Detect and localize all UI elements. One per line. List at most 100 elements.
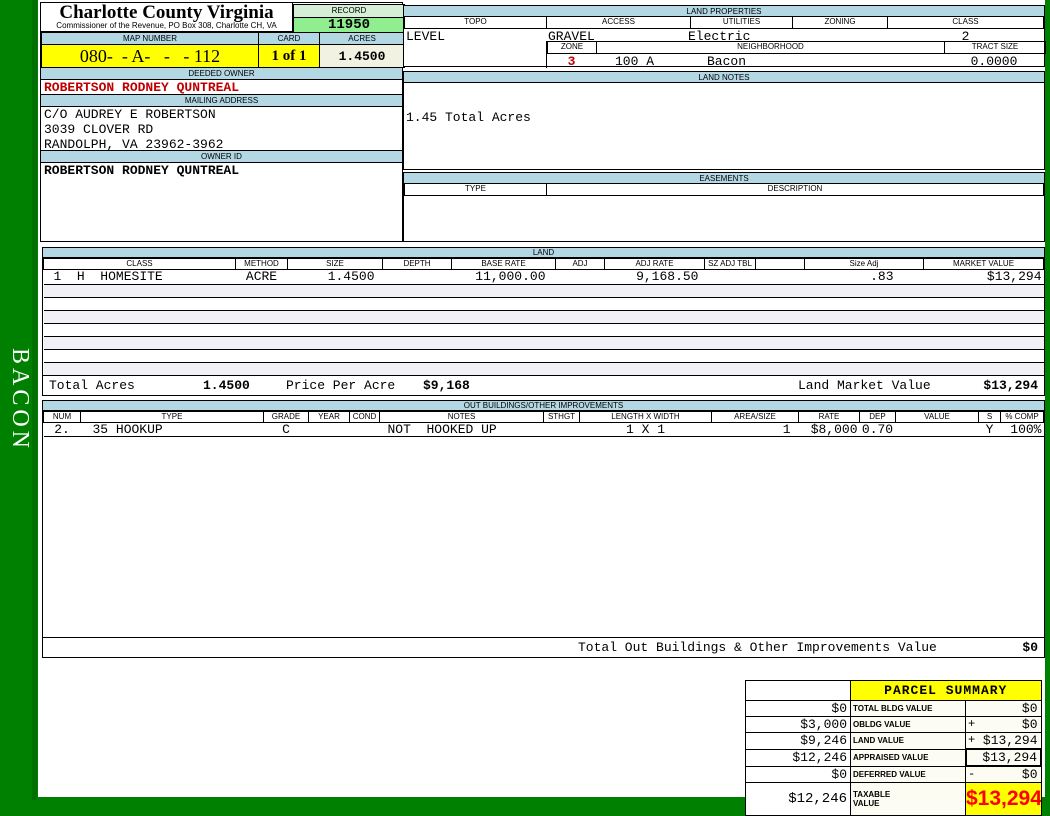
out-building-row: 2. 35 HOOKUP C NOT HOOKED UP 1 X 1 1 $8,… <box>43 422 1044 437</box>
ps-left-value: $0 <box>745 765 851 783</box>
ob-col-header: GRADE <box>263 411 309 423</box>
ps-label: TOTAL BLDG VALUE <box>850 700 966 717</box>
ps-left-value: $12,246 <box>745 748 851 767</box>
ps-label: DEFERRED VALUE <box>850 765 966 783</box>
access-label: ACCESS <box>546 17 691 29</box>
land-base-rate: 11,000.00 <box>475 269 546 284</box>
record-value: 11950 <box>294 18 404 33</box>
land-col-header: ADJ RATE <box>604 258 705 270</box>
land-size: 1.4500 <box>327 269 375 284</box>
ps-operator: - <box>968 767 976 781</box>
ob-type: 35 HOOKUP <box>92 422 163 437</box>
land-adj-rate: 9,168.50 <box>636 269 699 284</box>
parcel-summary-title: PARCEL SUMMARY <box>850 680 1042 701</box>
price-per-acre-value: $9,168 <box>423 378 470 393</box>
easements-title: EASEMENTS <box>404 173 1044 184</box>
county-title: Charlotte County Virginia <box>59 2 274 23</box>
ob-cond <box>350 423 380 437</box>
ob-col-header: YEAR <box>308 411 350 423</box>
card-value: 1 of 1 <box>258 44 320 68</box>
total-acres-value: 1.4500 <box>203 378 250 393</box>
land-size-adj: .83 <box>870 269 894 284</box>
ps-left-value: $0 <box>745 700 851 717</box>
land-adj <box>556 270 605 285</box>
ps-left-value: $9,246 <box>745 732 851 750</box>
map-card-acres-table: MAP NUMBER CARD ACRES 080- - A- - - 112 … <box>41 32 405 68</box>
ob-col-header: % COMP <box>1000 411 1044 423</box>
acres-value: 1.4500 <box>319 44 405 68</box>
parcel-summary-panel: PARCEL SUMMARY $0 TOTAL BLDG VALUE $0 $3… <box>745 680 1042 816</box>
ob-col-header: RATE <box>798 411 860 423</box>
ps-label: LAND VALUE <box>850 732 966 750</box>
easements-panel: EASEMENTS TYPE DESCRIPTION <box>403 172 1045 242</box>
ps-left-value: $3,000 <box>745 716 851 733</box>
ps-right-cell: + $13,294 <box>965 732 1042 750</box>
land-empty-row <box>43 297 1044 311</box>
ps-right-cell: - $0 <box>965 765 1042 783</box>
ps-taxable-left-value: $12,246 <box>745 782 851 816</box>
mailing-address-header: MAILING ADDRESS <box>40 94 403 107</box>
ob-year <box>309 423 350 437</box>
ob-length-width: 1 X 1 <box>625 422 665 437</box>
land-empty-row <box>43 310 1044 324</box>
mailing-address-line: 3039 CLOVER RD <box>44 122 154 137</box>
parcel-summary-spacer-cell <box>745 680 851 701</box>
land-empty-row <box>43 336 1044 350</box>
ps-right-cell: + $0 <box>965 716 1042 733</box>
parcel-summary-table: PARCEL SUMMARY $0 TOTAL BLDG VALUE $0 $3… <box>745 680 1042 816</box>
out-buildings-title: OUT BUILDINGS/OTHER IMPROVEMENTS <box>43 401 1044 411</box>
ob-sthgt <box>544 423 580 437</box>
ob-value <box>896 423 979 437</box>
land-properties-title: LAND PROPERTIES <box>404 6 1044 17</box>
tract-size-label: TRACT SIZE <box>944 42 1046 54</box>
ps-right-value: $0 <box>1021 767 1038 782</box>
topo-value: LEVEL <box>406 29 446 44</box>
ps-right-cell: $0 <box>965 700 1042 717</box>
neighborhood-code: 100 A <box>615 54 655 69</box>
ps-operator: + <box>968 717 976 732</box>
ps-taxable-label: TAXABLE VALUE <box>850 782 966 816</box>
mailing-address: C/O AUDREY E ROBERTSON 3039 CLOVER RD RA… <box>44 107 223 152</box>
county-title-box: Charlotte County Virginia Commissioner o… <box>41 3 293 32</box>
ps-taxable-value: $13,294 <box>965 782 1042 816</box>
ob-grade: C <box>282 422 290 437</box>
ob-col-header: DEP <box>859 411 896 423</box>
zone-neighborhood-box: ZONE NEIGHBORHOOD TRACT SIZE 3 100 A Bac… <box>546 41 1046 69</box>
land-method: ACRE <box>245 269 278 284</box>
land-col-header: SZ ADJ TBL <box>704 258 756 270</box>
parcel-summary-row: $9,246 LAND VALUE + $13,294 <box>745 732 1042 750</box>
neighborhood-vertical-label: BACON <box>7 348 33 453</box>
ob-col-header: COND <box>349 411 380 423</box>
parcel-summary-row: $0 DEFERRED VALUE - $0 <box>745 765 1042 783</box>
land-header-row: CLASS METHOD SIZE DEPTH BASE RATE ADJ AD… <box>43 258 1044 270</box>
ps-right-value: $0 <box>1021 717 1038 732</box>
record-label: RECORD <box>294 5 404 18</box>
utilities-value: Electric <box>688 29 751 44</box>
deeded-owner-value: ROBERTSON RODNEY QUNTREAL <box>44 80 240 95</box>
ob-pct-comp: 100% <box>1010 422 1042 437</box>
out-buildings-total-value: $0 <box>1022 640 1038 655</box>
map-number-value: 080- - A- - - 112 <box>41 44 259 68</box>
price-per-acre-label: Price Per Acre <box>286 378 396 393</box>
land-empty-row <box>43 284 1044 298</box>
land-col-header: BASE RATE <box>451 258 556 270</box>
owner-panel: Charlotte County Virginia Commissioner o… <box>40 2 405 242</box>
class-label: CLASS <box>887 17 1044 29</box>
ob-col-header: NUM <box>43 411 81 423</box>
record-card-sheet: Charlotte County Virginia Commissioner o… <box>38 0 1046 816</box>
ps-taxable-label-line2: VALUE <box>853 799 880 808</box>
land-data-row: 1 H HOMESITE ACRE 1.4500 11,000.00 9,168… <box>43 269 1044 285</box>
out-buildings-table: NUM TYPE GRADE YEAR COND NOTES STHGT LEN… <box>43 411 1044 437</box>
land-depth <box>383 270 452 285</box>
land-sz-adj-tbl <box>705 270 756 285</box>
zoning-label: ZONING <box>792 17 888 29</box>
utilities-label: UTILITIES <box>690 17 793 29</box>
land-properties-header-row: TOPO ACCESS UTILITIES ZONING CLASS <box>404 17 1044 29</box>
out-buildings-section: OUT BUILDINGS/OTHER IMPROVEMENTS NUM TYP… <box>42 400 1045 658</box>
owner-id-value: ROBERTSON RODNEY QUNTREAL <box>44 163 240 178</box>
access-value: GRAVEL <box>548 29 595 44</box>
owner-id-header: OWNER ID <box>40 150 403 163</box>
record-box: RECORD 11950 <box>293 4 405 34</box>
ps-operator: + <box>968 733 976 747</box>
